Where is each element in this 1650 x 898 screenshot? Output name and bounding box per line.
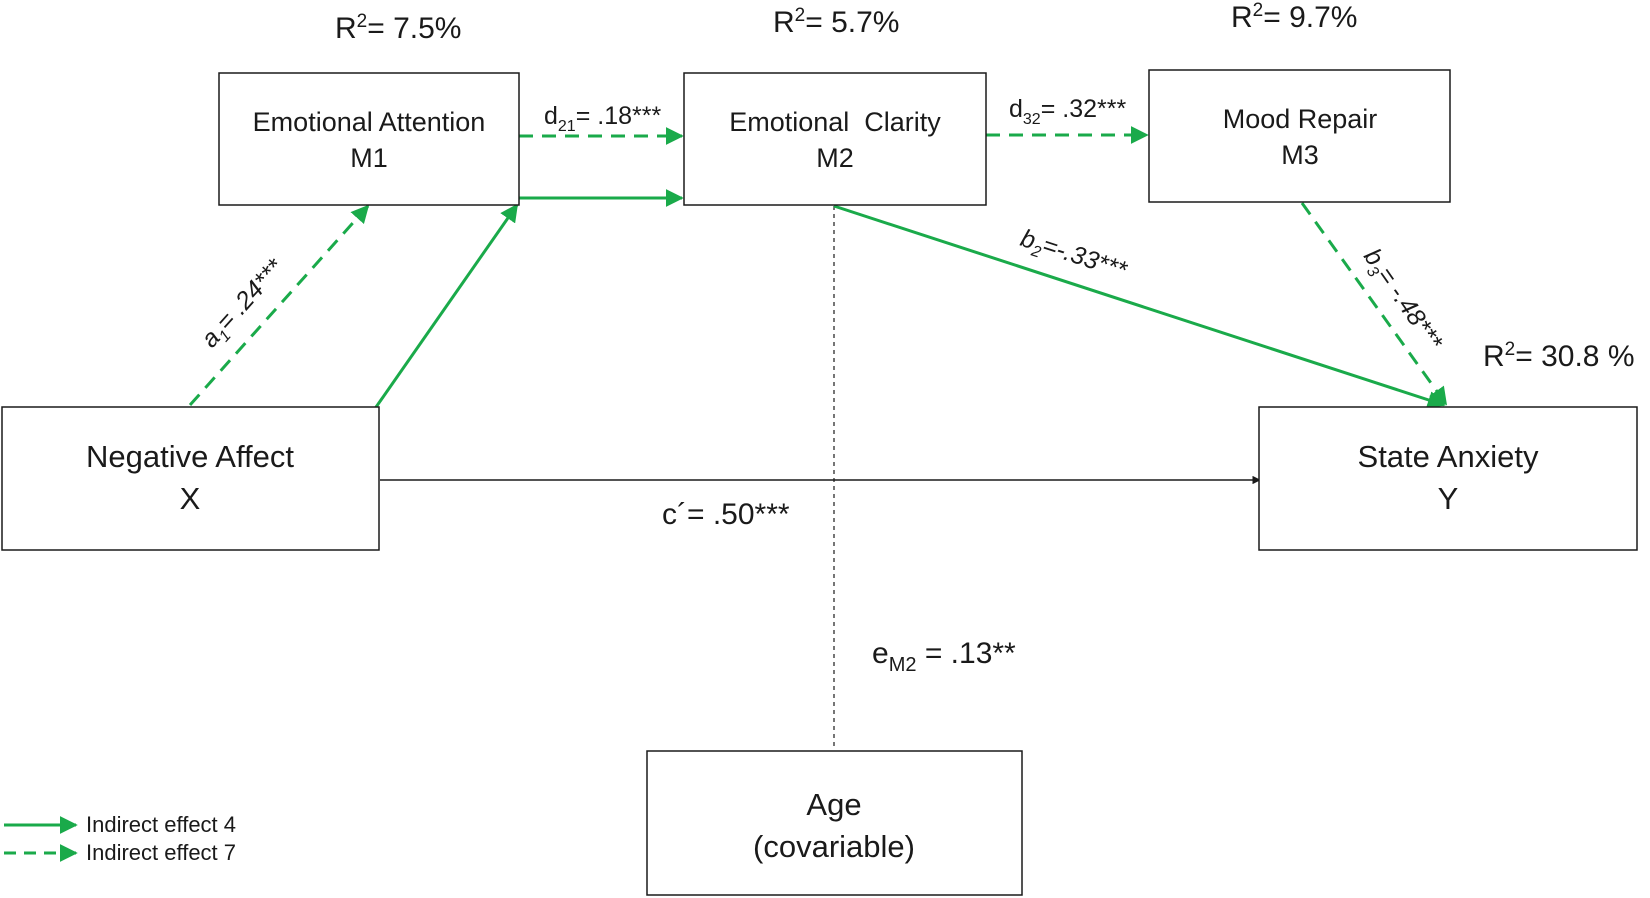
a1-dashed-arrow [188, 204, 370, 407]
m3-r2-label: R2= 9.7% [1231, 0, 1357, 34]
y-title: State Anxiety [1358, 439, 1539, 474]
node-box-y [1258, 406, 1638, 551]
m1-title: Emotional Attention [253, 107, 486, 137]
m2-r2-label: R2= 5.7% [773, 5, 899, 39]
node-box-m3 [1148, 69, 1451, 203]
m3-subtitle: M3 [1281, 140, 1319, 170]
indirect-effect-4-path-x-to-m1 [372, 203, 519, 411]
age-subtitle: (covariable) [753, 829, 915, 864]
legend-solid-label: Indirect effect 4 [86, 812, 236, 837]
d32-label: d32= .32*** [1009, 95, 1126, 128]
legend-dashed-label: Indirect effect 7 [86, 840, 236, 865]
m2-title: Emotional Clarity [729, 107, 941, 137]
d21-label: d21= .18*** [544, 102, 661, 135]
node-box-m1 [218, 72, 520, 206]
c-prime-label: c´= .50*** [662, 498, 790, 531]
node-box-x [1, 406, 380, 551]
node-box-m2 [683, 72, 987, 206]
x-title: Negative Affect [86, 439, 294, 474]
y-r2-label: R2= 30.8 % [1483, 339, 1635, 373]
em2-label: eM2 = .13** [872, 637, 1016, 676]
m1-subtitle: M1 [350, 143, 388, 173]
legend: Indirect effect 4 Indirect effect 7 [4, 812, 236, 865]
age-title: Age [806, 787, 861, 822]
x-subtitle: X [180, 481, 201, 516]
m1-r2-label: R2= 7.5% [335, 11, 461, 45]
m2-subtitle: M2 [816, 143, 854, 173]
b2-solid-arrow [833, 204, 1446, 409]
m3-title: Mood Repair [1223, 104, 1378, 134]
b2-label: b2=-.33*** [1016, 224, 1131, 289]
a1-label: a1= .24*** [196, 253, 293, 356]
y-subtitle: Y [1438, 481, 1459, 516]
b3-dashed-arrow [1300, 202, 1448, 406]
node-box-age [646, 750, 1023, 896]
